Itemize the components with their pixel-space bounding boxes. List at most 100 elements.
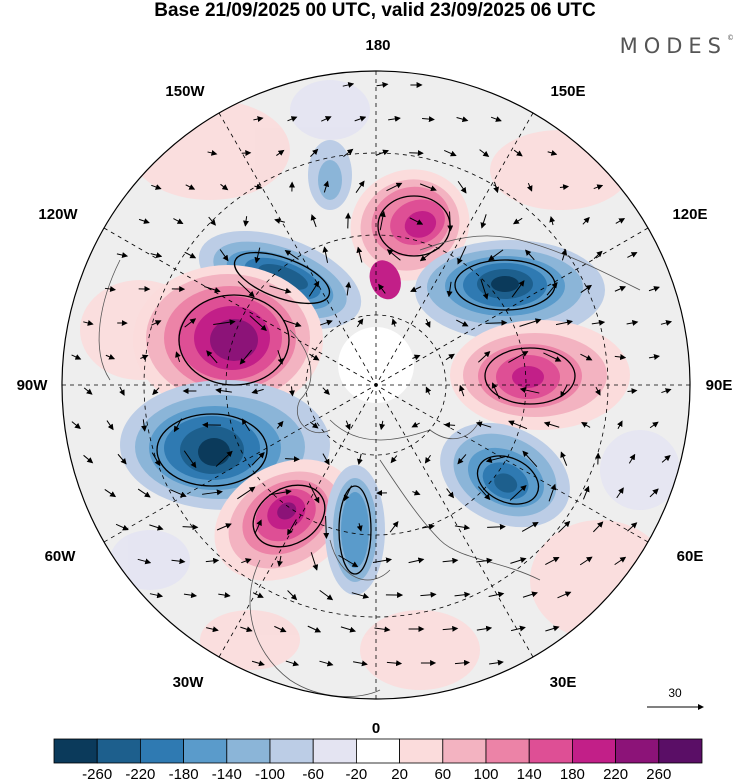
- wind-vector-arrow: [276, 420, 284, 429]
- wind-vector-arrow: [252, 592, 264, 598]
- colorbar-tick-label: 220: [603, 766, 628, 783]
- wind-vector-arrow: [204, 286, 221, 293]
- lon-label-150w: 150W: [165, 83, 205, 100]
- wind-vector-arrow: [241, 558, 252, 564]
- wind-vector-arrow: [254, 183, 263, 190]
- wind-vector-arrow: [152, 387, 160, 396]
- wind-vector-arrow: [141, 419, 148, 432]
- wind-vector-arrow: [444, 149, 457, 157]
- wind-vector-arrow: [343, 485, 352, 502]
- wind-vector-arrow: [386, 182, 403, 192]
- wind-vector-arrow: [374, 626, 391, 633]
- wind-vector-arrow: [283, 319, 302, 328]
- wind-vector-arrow: [151, 452, 161, 467]
- wind-vector-arrow: [454, 591, 471, 598]
- wind-vector-arrow: [386, 660, 403, 667]
- wind-vector-arrow: [308, 483, 320, 504]
- colorbar-swatch: [96, 738, 141, 764]
- wind-vector-arrow: [321, 116, 332, 122]
- wind-vector-arrow: [454, 524, 471, 531]
- wind-vector-arrow: [173, 418, 183, 433]
- wind-vector-arrow: [649, 421, 659, 429]
- wind-vector-arrow: [357, 453, 363, 466]
- wind-vector-arrow: [254, 247, 261, 264]
- wind-vector-arrow: [509, 484, 527, 501]
- wind-vector-arrow: [476, 625, 493, 632]
- lon-label-30e: 30E: [550, 674, 577, 691]
- lon-label-120e: 120E: [672, 206, 707, 223]
- wind-vector-arrow: [151, 320, 162, 326]
- wind-vector-arrow: [490, 116, 502, 122]
- wind-vector-arrow: [493, 181, 499, 194]
- map-disc: [62, 71, 690, 699]
- lon-label-150e: 150E: [550, 83, 585, 100]
- wind-vector-arrow: [277, 555, 283, 568]
- wind-vector-arrow: [119, 386, 125, 396]
- colorbar-swatch: [442, 738, 487, 764]
- wind-vector-arrow: [408, 557, 425, 564]
- wind-vector-arrow: [378, 283, 386, 294]
- wind-vector-arrow: [137, 558, 152, 565]
- wind-vector-arrow: [476, 557, 493, 564]
- wind-vector-arrow: [627, 522, 638, 532]
- wind-vector-arrow: [489, 659, 504, 666]
- colorbar-tick-label: -140: [212, 766, 242, 783]
- negative-anomaly-north-pacific: [308, 140, 352, 210]
- wind-vector-arrow: [237, 486, 256, 500]
- wind-vector-arrow: [424, 454, 431, 464]
- wind-vector-arrow: [184, 318, 197, 328]
- wind-vector-arrow: [116, 252, 129, 258]
- wind-vector-arrow: [491, 382, 500, 400]
- wind-vector-arrow: [241, 418, 251, 432]
- wind-vector-arrow: [269, 285, 292, 294]
- wind-vector-arrow: [557, 591, 572, 599]
- wind-vector-arrow: [580, 353, 593, 361]
- wind-vector-arrow: [285, 456, 300, 463]
- wind-vector-arrow: [215, 387, 232, 394]
- wind-vector-arrow: [389, 520, 399, 533]
- positive-anomaly-canada: [133, 265, 323, 415]
- colorbar: -260 -220 -180 -140 -100 -60 -20 20 60 100 140 180 2…: [53, 738, 703, 783]
- wind-vector-arrow: [104, 489, 117, 498]
- wind-vector-arrow: [480, 279, 489, 300]
- wind-vector-arrow: [545, 556, 560, 566]
- wind-vector-arrow: [207, 149, 218, 156]
- wind-vector-arrow: [117, 453, 127, 465]
- wind-vector-arrow: [580, 284, 593, 293]
- wind-vector-arrow: [83, 320, 94, 326]
- wind-vector-arrow: [549, 216, 556, 226]
- wind-vector-arrow: [421, 523, 435, 530]
- wind-vector-arrow: [206, 350, 218, 364]
- negative-anomaly-east-siberia: [415, 240, 605, 340]
- wind-vector-arrow: [559, 184, 570, 191]
- wind-vector-arrow: [454, 659, 471, 666]
- wind-vector-arrow: [627, 252, 638, 258]
- wind-vector-arrow: [372, 557, 393, 564]
- wind-vector-arrow: [208, 216, 216, 226]
- wind-vector-arrow: [595, 386, 601, 396]
- wind-vector-arrow: [274, 218, 286, 224]
- colorbar-swatch: [226, 738, 271, 764]
- wind-vector-arrow: [310, 148, 319, 157]
- wind-vector-arrow: [558, 520, 571, 533]
- wind-vector-arrow: [322, 387, 330, 396]
- wind-vector-arrow: [183, 450, 197, 469]
- wind-vector-arrow: [485, 456, 506, 463]
- wind-vector-arrow: [479, 149, 490, 157]
- colorbar-tick-label: -260: [82, 766, 112, 783]
- wind-vector-arrow: [184, 251, 197, 259]
- wind-vector-arrow: [388, 115, 401, 122]
- wind-vector-arrow: [457, 180, 467, 194]
- lon-label-60w: 60W: [45, 548, 77, 565]
- wind-vector-arrow: [391, 318, 398, 327]
- modes-logo: MODES©: [620, 34, 734, 58]
- colorbar-tick-label: 140: [517, 766, 542, 783]
- colorbar-swatch: [615, 738, 660, 764]
- wind-vector-arrow: [309, 353, 320, 361]
- wind-vector-arrow: [254, 519, 262, 534]
- wind-vector-arrow: [409, 217, 424, 225]
- brand-text: MODES: [619, 34, 727, 58]
- wind-vector-arrow: [308, 280, 320, 297]
- wind-vector-arrow: [307, 625, 322, 633]
- wind-vector-arrow: [185, 184, 196, 190]
